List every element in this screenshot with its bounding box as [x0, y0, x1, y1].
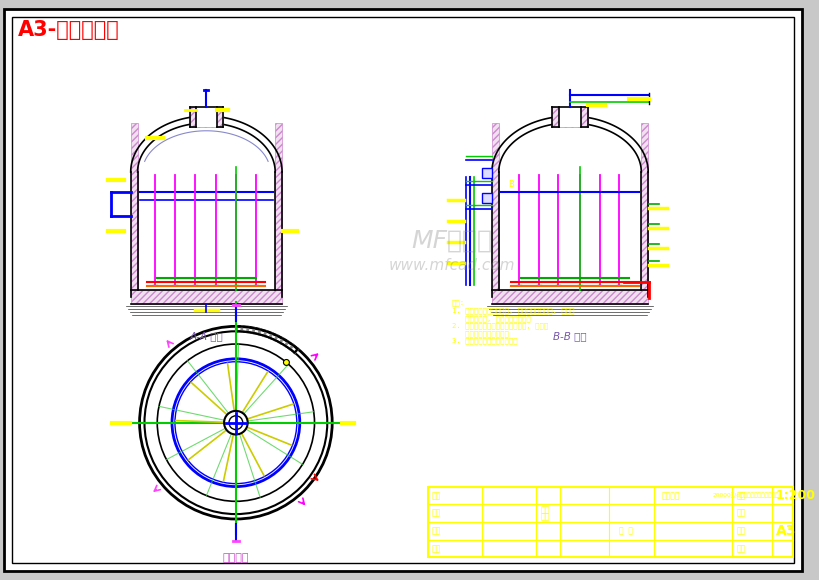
Bar [189, 107, 223, 127]
Text: 顶平面图: 顶平面图 [222, 553, 249, 563]
Circle shape [283, 360, 289, 365]
Circle shape [139, 327, 332, 519]
Text: A-A 剖面: A-A 剖面 [189, 331, 223, 341]
Text: 图  名: 图 名 [618, 526, 632, 535]
Text: 20000㎡/d城市污水处理厂综合设计: 20000㎡/d城市污水处理厂综合设计 [712, 492, 778, 498]
Circle shape [229, 416, 242, 430]
Text: 制图: 制图 [431, 509, 440, 517]
Text: 版号: 版号 [735, 526, 744, 535]
Text: 比例: 比例 [735, 491, 744, 500]
Circle shape [157, 344, 314, 501]
Circle shape [144, 331, 327, 514]
Bar [491, 123, 498, 297]
Text: 说明:
1. 池体为钢筋混凝土结构, 支撑上部弧形顶盖, 均匀布
   置收集气体, 工艺可根据需要。
2. 厌氧消化池内外须涂防腐蚀涂料, 混凝土
   外观: 说明: 1. 池体为钢筋混凝土结构, 支撑上部弧形顶盖, 均匀布 置收集气体, … [451, 300, 574, 345]
Text: 指导: 指导 [540, 505, 549, 514]
Bar [559, 107, 580, 127]
Text: 老师: 老师 [540, 512, 549, 521]
Circle shape [224, 411, 247, 434]
Bar [275, 123, 282, 297]
Text: A3-厌氧消化池: A3-厌氧消化池 [18, 20, 120, 39]
Bar [196, 107, 217, 127]
Text: 日期: 日期 [735, 544, 744, 553]
Text: www.mfcad.com: www.mfcad.com [388, 258, 514, 273]
Bar [427, 487, 792, 557]
Text: A3: A3 [775, 524, 795, 538]
Bar [640, 123, 647, 297]
Text: B-B 剖面: B-B 剖面 [553, 331, 586, 341]
Bar [482, 168, 491, 178]
Bar [491, 290, 647, 304]
Bar [130, 123, 138, 297]
Text: 学号: 学号 [431, 526, 440, 535]
Text: 审核: 审核 [431, 544, 440, 553]
Bar [130, 290, 282, 304]
Text: 工程名称: 工程名称 [661, 491, 679, 500]
Text: MF沐风网: MF沐风网 [411, 229, 492, 253]
Bar [482, 193, 491, 202]
Text: B: B [508, 180, 514, 189]
Text: 图号: 图号 [735, 509, 744, 517]
Bar [552, 107, 587, 127]
Text: 1:200: 1:200 [775, 489, 814, 502]
Text: 设计: 设计 [431, 491, 440, 500]
